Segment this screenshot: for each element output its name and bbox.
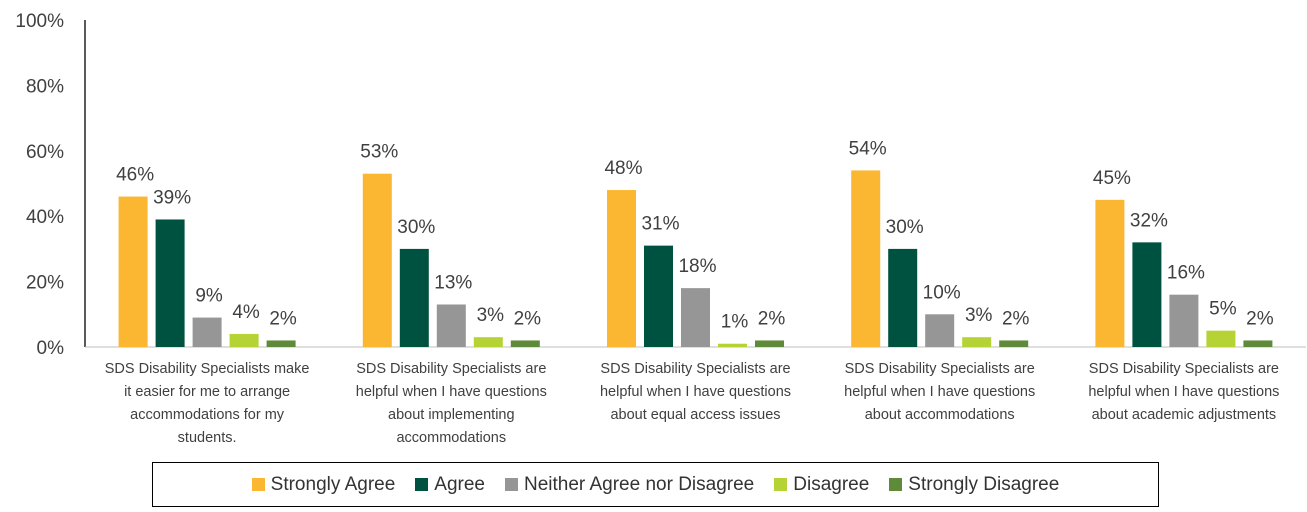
bar — [1206, 330, 1236, 347]
bar — [755, 340, 784, 347]
bar — [473, 337, 503, 347]
bar — [229, 333, 259, 347]
data-label: 9% — [195, 286, 223, 307]
bar — [925, 314, 955, 347]
category-label: about academic adjustments — [1092, 407, 1277, 423]
legend-swatch — [889, 478, 903, 491]
legend-item: Agree — [415, 474, 485, 496]
bar — [1132, 242, 1162, 347]
data-label: 3% — [477, 305, 505, 326]
category-label: helpful when I have questions — [844, 384, 1035, 400]
bar — [510, 340, 540, 347]
y-tick-label: 80% — [26, 76, 64, 97]
data-label: 30% — [886, 217, 924, 238]
category-label: SDS Disability Specialists are — [600, 361, 790, 377]
legend-swatch — [774, 478, 788, 491]
bar — [1243, 340, 1273, 347]
legend: Strongly Agree Agree Neither Agree nor Dis… — [152, 462, 1159, 507]
y-tick-label: 40% — [26, 207, 64, 228]
bar — [888, 248, 918, 347]
bar — [362, 173, 392, 347]
data-label: 53% — [360, 142, 398, 163]
data-label: 18% — [678, 256, 716, 277]
legend-item: Strongly Agree — [251, 473, 396, 496]
data-label: 54% — [849, 138, 887, 159]
bar — [399, 248, 429, 347]
bar — [1095, 199, 1125, 347]
data-label: 31% — [641, 214, 679, 235]
category-label: SDS Disability Specialists make — [105, 361, 310, 377]
category-label: it easier for me to arrange — [124, 384, 290, 400]
data-label: 5% — [1209, 299, 1237, 320]
bar — [644, 245, 673, 347]
bar — [851, 170, 881, 347]
data-label: 2% — [269, 308, 297, 329]
bar — [118, 196, 148, 347]
category-label: accommodations for my — [130, 407, 285, 423]
y-tick-label: 0% — [37, 338, 65, 359]
bar-chart: 0% 20% 40% 60% 80% 100% 46%39% 9% 4% 2% SDS Disabi… — [15, 11, 1306, 446]
legend-label: Neither Agree nor Disagree — [524, 473, 755, 495]
bar — [1169, 294, 1199, 347]
bar — [681, 288, 710, 347]
data-label: 13% — [434, 272, 472, 293]
bar — [999, 340, 1029, 347]
legend-swatch — [251, 478, 265, 491]
category-label: helpful when I have questions — [600, 384, 791, 400]
data-label: 2% — [514, 308, 542, 329]
data-label: 32% — [1130, 210, 1168, 231]
bar — [436, 304, 466, 347]
category-label: SDS Disability Specialists are — [1089, 361, 1279, 377]
data-label: 4% — [232, 302, 260, 323]
y-tick-label: 20% — [26, 273, 64, 294]
legend-item: Disagree — [774, 474, 869, 496]
bar — [718, 343, 747, 347]
bar — [607, 190, 636, 347]
category-label: about implementing — [388, 407, 515, 423]
data-label: 46% — [116, 165, 154, 186]
legend-label: Strongly Agree — [270, 473, 396, 495]
legend-item: Neither Agree nor Disagree — [505, 474, 754, 496]
category-label: SDS Disability Specialists are — [356, 361, 546, 377]
legend-swatch — [415, 478, 429, 491]
data-label: 16% — [1167, 263, 1205, 284]
data-label: 2% — [1246, 308, 1274, 329]
data-label: 45% — [1093, 168, 1131, 189]
data-label: 3% — [965, 305, 993, 326]
data-label: 39% — [153, 187, 191, 208]
bar — [962, 337, 992, 347]
legend-item: Strongly Disagree — [889, 474, 1059, 496]
data-label: 2% — [1002, 308, 1030, 329]
data-label: 10% — [923, 282, 961, 303]
category-label: helpful when I have questions — [356, 384, 547, 400]
y-tick-label: 60% — [26, 142, 64, 163]
category-label: about accommodations — [865, 407, 1015, 423]
bar — [155, 219, 185, 347]
legend-swatch — [505, 478, 518, 491]
bar — [266, 340, 296, 347]
category-label: accommodations — [396, 430, 506, 446]
data-label: 30% — [397, 217, 435, 238]
category-label: about equal access issues — [610, 407, 780, 423]
legend-label: Strongly Disagree — [908, 473, 1060, 495]
data-label: 1% — [721, 312, 749, 333]
legend-label: Agree — [434, 473, 485, 495]
data-label: 48% — [604, 158, 642, 179]
category-label: helpful when I have questions — [1088, 384, 1279, 400]
category-label: SDS Disability Specialists are — [845, 361, 1035, 377]
legend-label: Disagree — [793, 473, 870, 495]
y-tick-label: 100% — [15, 11, 64, 32]
data-label: 2% — [758, 308, 786, 329]
category-label: students. — [178, 430, 237, 446]
bar — [192, 317, 222, 347]
